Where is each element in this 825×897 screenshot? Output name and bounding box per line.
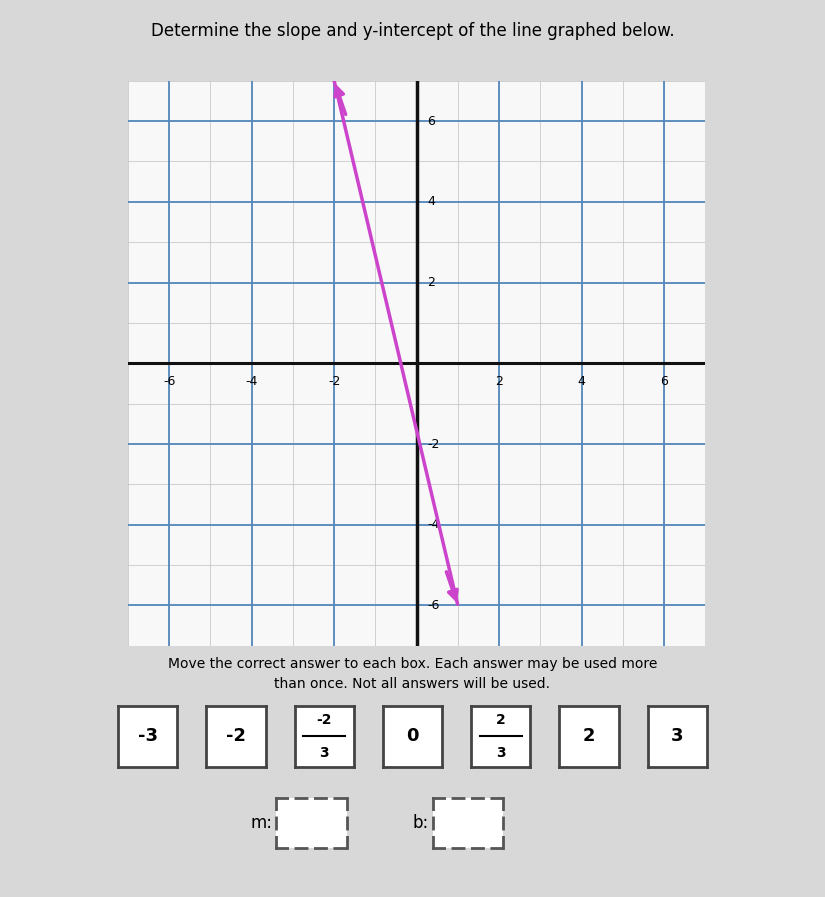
Text: than once. Not all answers will be used.: than once. Not all answers will be used. xyxy=(275,677,550,692)
Text: Move the correct answer to each box. Each answer may be used more: Move the correct answer to each box. Eac… xyxy=(167,657,658,671)
Text: 2: 2 xyxy=(496,713,506,727)
Text: -2: -2 xyxy=(317,713,332,727)
Text: Determine the slope and y-intercept of the line graphed below.: Determine the slope and y-intercept of t… xyxy=(151,22,674,40)
Text: -4: -4 xyxy=(246,376,257,388)
Text: 2: 2 xyxy=(427,276,435,289)
Text: -2: -2 xyxy=(427,438,439,450)
Text: 0: 0 xyxy=(406,727,419,745)
Text: 4: 4 xyxy=(578,376,586,388)
Text: 2: 2 xyxy=(495,376,503,388)
Text: 2: 2 xyxy=(582,727,596,745)
Text: -2: -2 xyxy=(226,727,246,745)
Text: 4: 4 xyxy=(427,196,435,208)
Text: 3: 3 xyxy=(496,745,506,760)
Text: 3: 3 xyxy=(319,745,329,760)
Text: 6: 6 xyxy=(427,115,435,127)
Text: m:: m: xyxy=(250,814,272,832)
Text: b:: b: xyxy=(412,814,429,832)
Text: -2: -2 xyxy=(328,376,340,388)
Text: -4: -4 xyxy=(427,518,439,531)
Text: 3: 3 xyxy=(671,727,684,745)
Text: -3: -3 xyxy=(138,727,158,745)
Text: -6: -6 xyxy=(427,599,439,612)
Text: -6: -6 xyxy=(163,376,175,388)
Text: 6: 6 xyxy=(660,376,668,388)
